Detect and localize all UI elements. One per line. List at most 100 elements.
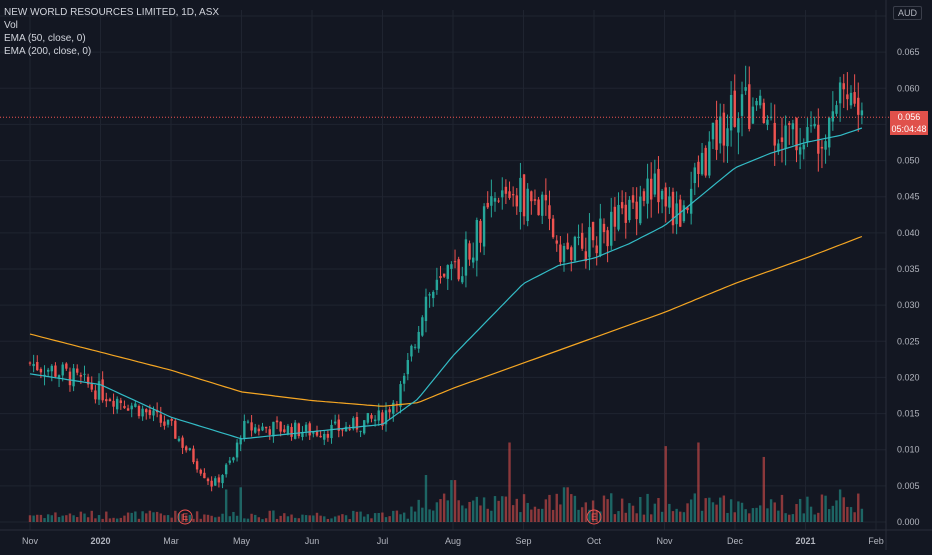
volume-bar <box>72 515 75 522</box>
volume-bar <box>257 517 261 522</box>
candle-body <box>719 116 722 144</box>
symbol-title[interactable]: NEW WORLD RESOURCES LIMITED, 1D, ASX <box>4 7 220 18</box>
candle-body <box>475 219 479 261</box>
candle-body <box>421 317 424 336</box>
candle-body <box>751 106 755 124</box>
volume-bar <box>715 504 718 522</box>
candle-body <box>610 211 613 246</box>
candle-body <box>562 245 566 262</box>
volume-bar <box>544 499 548 522</box>
volume-bar <box>689 499 693 522</box>
volume-bar <box>671 511 675 522</box>
candle-body <box>788 123 791 125</box>
volume-bar <box>522 494 526 522</box>
volume-bar <box>555 493 558 522</box>
candle-body <box>435 279 439 290</box>
candle-body <box>355 416 359 430</box>
candle-body <box>192 448 195 463</box>
candle-body <box>86 376 90 385</box>
candle-body <box>326 433 330 438</box>
candle-body <box>272 421 275 437</box>
volume-bar <box>748 513 751 522</box>
earnings-marker <box>177 509 193 525</box>
volume-bar <box>163 515 166 522</box>
volume-bar <box>733 512 736 522</box>
candle-body <box>65 363 68 369</box>
volume-bar <box>181 513 184 522</box>
candle-body <box>842 83 845 90</box>
candle-body <box>57 375 61 378</box>
volume-bar <box>646 493 649 522</box>
volume-bar <box>108 518 112 522</box>
volume-bar <box>174 510 177 522</box>
x-tick-label: Sep <box>515 536 531 546</box>
volume-bar <box>497 500 500 522</box>
currency-badge[interactable]: AUD <box>892 6 922 20</box>
volume-bar <box>631 505 635 522</box>
candle-body <box>486 202 489 208</box>
candle-body <box>853 92 856 104</box>
volume-bar <box>668 503 671 522</box>
volume-bar <box>341 514 344 522</box>
volume-bar <box>660 511 664 522</box>
candle-body <box>268 429 271 435</box>
candle-body <box>406 360 410 375</box>
ema200-indicator-label[interactable]: EMA (200, close, 0) <box>4 46 92 57</box>
volume-bar <box>112 517 115 522</box>
volume-bar <box>312 515 315 522</box>
candle-body <box>820 146 824 149</box>
candle-body <box>544 194 548 201</box>
candle-body <box>199 469 202 474</box>
volume-bar <box>729 499 733 522</box>
candle-body <box>377 410 380 421</box>
candle-body <box>555 240 558 244</box>
earnings-marker <box>586 509 602 525</box>
volume-bar <box>326 518 330 522</box>
candle-body <box>359 430 362 432</box>
candle-body <box>366 413 370 423</box>
volume-bar <box>366 514 370 522</box>
volume-bar <box>504 496 508 522</box>
volume-bar <box>588 509 591 522</box>
volume-bar <box>417 499 420 522</box>
y-tick-label: 0.035 <box>897 264 920 274</box>
candle-body <box>482 206 486 247</box>
candle-body <box>297 423 301 437</box>
volume-bar <box>700 510 704 522</box>
volume-bar <box>239 487 242 522</box>
volume-bar <box>392 510 395 522</box>
candle-body <box>584 251 588 262</box>
candle-body <box>784 125 787 149</box>
candle-body <box>657 168 660 203</box>
candle-body <box>145 409 148 413</box>
ema50-indicator-label[interactable]: EMA (50, close, 0) <box>4 33 86 44</box>
volume-bar <box>486 508 489 522</box>
x-tick-label: 2020 <box>90 536 110 546</box>
volume-bar <box>435 502 439 522</box>
volume-bar <box>65 515 68 522</box>
candle-body <box>748 84 751 129</box>
volume-bar <box>76 517 79 522</box>
candle-body <box>620 202 624 209</box>
x-tick-label: Jul <box>377 536 389 546</box>
volume-bar <box>650 514 653 522</box>
volume-bar <box>519 512 522 522</box>
candle-body <box>424 296 428 322</box>
chart-legend: NEW WORLD RESOURCES LIMITED, 1D, ASX Vol… <box>4 6 219 58</box>
volume-bar <box>580 507 584 522</box>
volume-bar <box>290 514 293 522</box>
candle-body <box>432 291 435 299</box>
volume-bar <box>148 510 152 522</box>
candle-body <box>344 426 348 432</box>
volume-bar <box>177 513 181 522</box>
volume-bar <box>831 505 835 522</box>
volume-indicator-label[interactable]: Vol <box>4 20 18 31</box>
volume-bar <box>860 508 864 522</box>
volume-bar <box>802 513 805 522</box>
volume-bar <box>798 498 802 522</box>
candle-body <box>773 122 776 146</box>
candle-body <box>126 408 130 411</box>
y-tick-label: 0.030 <box>897 300 920 310</box>
